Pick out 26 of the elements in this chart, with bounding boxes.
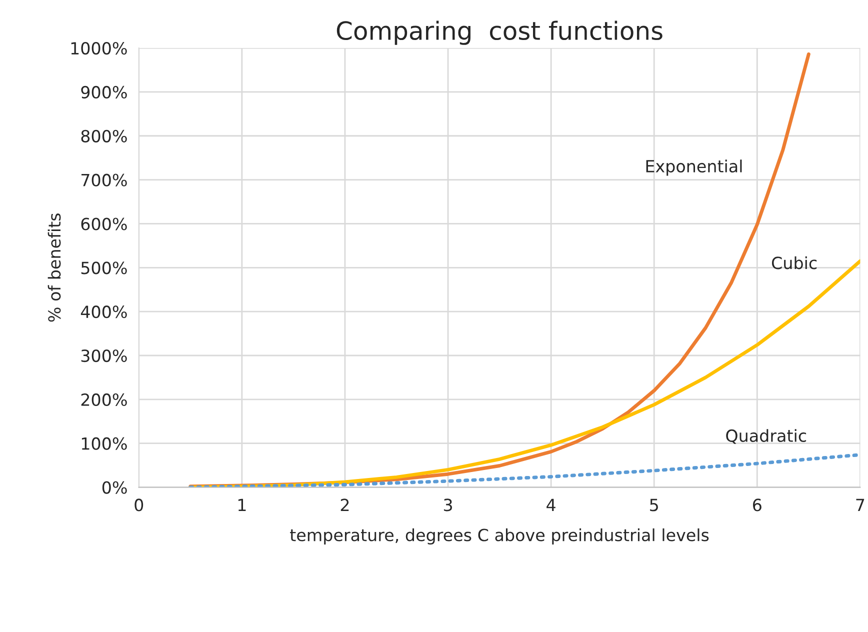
y-tick-label: 500% (81, 262, 127, 274)
x-tick-label: 0 (134, 498, 144, 512)
x-tick-label: 3 (444, 498, 452, 512)
x-axis-title: temperature, degrees C above preindustrial levels (290, 528, 709, 545)
y-tick-label: 200% (81, 393, 127, 406)
x-tick-label: 4 (546, 498, 556, 512)
x-tick-label: 6 (753, 498, 762, 512)
series-label: Exponential (646, 160, 742, 176)
y-tick-label: 900% (81, 86, 127, 99)
y-tick-label: 600% (81, 218, 127, 230)
y-tick-label: 800% (81, 130, 127, 142)
y-tick-label: 300% (81, 349, 127, 362)
y-tick-label: 0% (102, 481, 127, 494)
x-tick-label: 7 (856, 498, 864, 512)
series-label: Cubic (772, 256, 817, 270)
x-tick-label: 1 (238, 498, 246, 512)
x-tick-label: 2 (340, 498, 349, 512)
x-tick-label: 5 (650, 498, 658, 512)
y-tick-label: 400% (80, 306, 127, 318)
y-tick-label: 1000% (71, 42, 127, 55)
line-series (188, 453, 860, 488)
y-tick-label: 700% (81, 174, 127, 186)
series-label: Quadratic (726, 429, 806, 444)
y-axis-title: % of benefits (48, 214, 61, 322)
y-tick-label: 100% (82, 437, 127, 450)
chart-title: Comparing cost functions (336, 20, 662, 45)
